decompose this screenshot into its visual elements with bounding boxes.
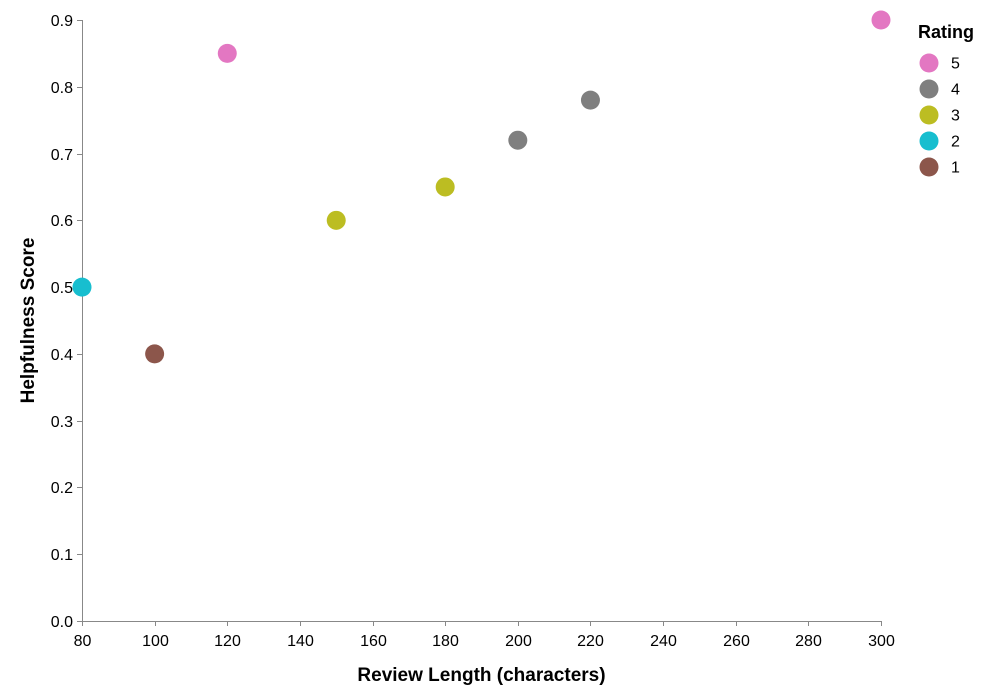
y-tick-label: 0.1 bbox=[51, 547, 73, 564]
x-tick-label: 160 bbox=[360, 633, 387, 650]
y-tick-label: 0.2 bbox=[51, 480, 73, 497]
x-tick-label: 100 bbox=[142, 633, 169, 650]
legend-entries: 5 4 3 2 1 bbox=[919, 53, 960, 177]
legend-swatch bbox=[919, 131, 939, 151]
legend-label: 2 bbox=[951, 134, 960, 151]
data-point bbox=[580, 90, 600, 110]
x-tick-label: 280 bbox=[795, 633, 822, 650]
x-axis-title: Review Length (characters) bbox=[357, 665, 605, 686]
legend-label: 1 bbox=[951, 160, 960, 177]
data-point bbox=[217, 43, 237, 63]
x-tick-label: 80 bbox=[74, 633, 92, 650]
data-point bbox=[508, 130, 528, 150]
legend-swatch bbox=[919, 53, 939, 73]
x-tick-label: 120 bbox=[214, 633, 241, 650]
data-point bbox=[145, 344, 165, 364]
legend-label: 4 bbox=[951, 82, 960, 99]
y-axis: 0.0 0.1 0.2 0.3 0.4 0.5 0.6 0.7 0.8 0.9 bbox=[51, 13, 83, 631]
data-point bbox=[326, 210, 346, 230]
x-tick-label: 180 bbox=[432, 633, 459, 650]
y-tick-label: 0.7 bbox=[51, 147, 73, 164]
legend-swatch bbox=[919, 105, 939, 125]
y-axis-title: Helpfulness Score bbox=[18, 238, 39, 404]
data-point bbox=[871, 10, 891, 30]
data-points bbox=[72, 10, 891, 364]
x-tick-label: 140 bbox=[287, 633, 314, 650]
plot-area: 0.0 0.1 0.2 0.3 0.4 0.5 0.6 0.7 0.8 0.9 80 100 120 1… bbox=[51, 10, 895, 650]
legend-label: 5 bbox=[951, 56, 960, 73]
x-tick-label: 240 bbox=[650, 633, 677, 650]
legend-title: Rating bbox=[918, 22, 974, 42]
y-tick-label: 0.4 bbox=[51, 347, 73, 364]
legend: Rating 5 4 3 2 1 bbox=[918, 22, 974, 177]
y-tick-label: 0.8 bbox=[51, 80, 73, 97]
data-point bbox=[72, 277, 92, 297]
y-tick-label: 0.0 bbox=[51, 614, 73, 631]
data-point bbox=[435, 177, 455, 197]
y-tick-label: 0.6 bbox=[51, 213, 73, 230]
legend-label: 3 bbox=[951, 108, 960, 125]
y-tick-label: 0.3 bbox=[51, 414, 73, 431]
x-tick-label: 300 bbox=[868, 633, 895, 650]
x-tick-label: 200 bbox=[505, 633, 532, 650]
x-axis: 80 100 120 140 160 180 200 220 240 260 280 300 bbox=[74, 621, 895, 650]
legend-swatch bbox=[919, 79, 939, 99]
y-tick-label: 0.5 bbox=[51, 280, 73, 297]
legend-swatch bbox=[919, 157, 939, 177]
x-tick-label: 260 bbox=[723, 633, 750, 650]
x-tick-label: 220 bbox=[577, 633, 604, 650]
y-tick-label: 0.9 bbox=[51, 13, 73, 30]
